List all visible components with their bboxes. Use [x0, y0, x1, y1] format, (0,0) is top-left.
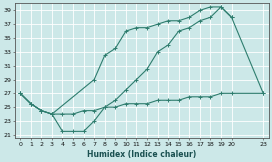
X-axis label: Humidex (Indice chaleur): Humidex (Indice chaleur)	[87, 150, 196, 159]
